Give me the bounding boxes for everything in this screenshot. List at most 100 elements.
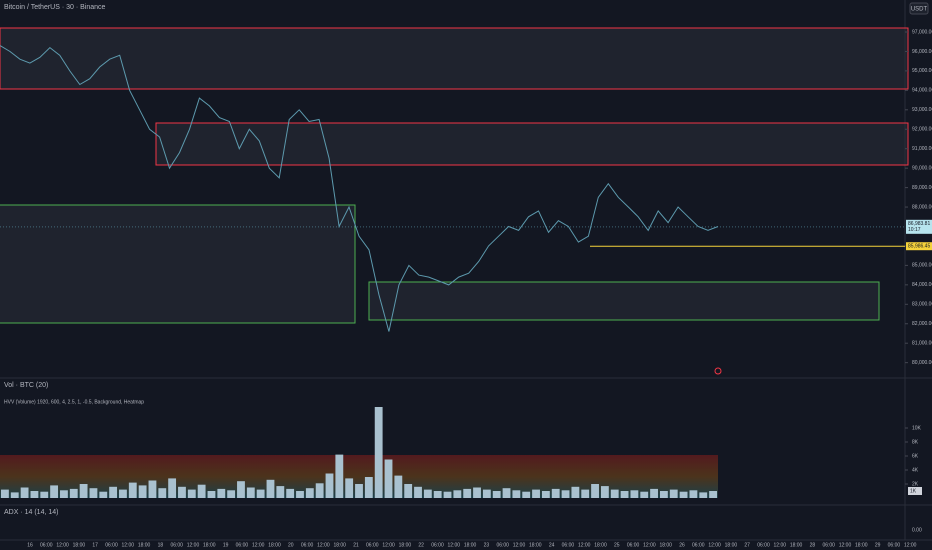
time-label: 22 [418,542,424,548]
time-label: 12:00 [904,542,917,548]
alert-marker[interactable] [714,367,722,375]
volume-bar [541,491,550,498]
volume-last-label: 1K [910,488,917,494]
time-label: 06:00 [301,542,314,548]
time-label: 17 [92,542,98,548]
time-label: 06:00 [431,542,444,548]
volume-bar [20,487,29,498]
volume-last-badge [908,487,922,495]
time-label: 12:00 [122,542,135,548]
time-label: 06:00 [692,542,705,548]
time-label: 20 [288,542,294,548]
volume-bar [40,491,49,498]
indicator-title: ADX · 14 (14, 14) [4,509,58,516]
volume-bar [443,491,452,498]
volume-tick-label: 10K [912,425,922,431]
volume-bar [168,478,177,498]
volume-bar [522,491,531,498]
volume-bar [502,488,511,498]
time-label: 24 [549,542,555,548]
time-label: 06:00 [822,542,835,548]
volume-bar [482,489,491,498]
volume-bar [286,488,295,498]
time-label: 06:00 [105,542,118,548]
time-label: 18:00 [333,542,346,548]
time-label: 12:00 [578,542,591,548]
volume-bar [384,459,393,498]
time-label: 18:00 [268,542,281,548]
time-label: 06:00 [366,542,379,548]
price-tick-label: 83,000.00 [912,302,932,308]
zone-box [0,27,909,90]
volume-bar [50,485,59,498]
volume-bar [128,482,137,498]
time-label: 12:00 [513,542,526,548]
price-tick-label: 92,000.00 [912,127,932,133]
volume-bar [414,486,422,498]
volume-bar [197,484,206,498]
time-label: 18 [158,542,164,548]
price-tick-label: 95,000.00 [912,68,932,74]
volume-bar [620,491,629,498]
volume-bar [79,484,88,498]
volume-bar [689,490,698,498]
time-label: 18:00 [790,542,803,548]
volume-bar [581,489,590,498]
volume-tick-label: 6K [912,453,919,459]
time-label: 06:00 [888,542,901,548]
volume-bar [178,486,186,498]
volume-bar [217,488,226,498]
time-label: 27 [744,542,750,548]
volume-bar [463,488,472,498]
indicator-title: Vol · BTC (20) [4,382,48,389]
volume-bar [492,491,501,498]
indicator-title: HVV (Volume) 1920, 600, 4, 2.5, 1, -0.5,… [4,399,144,405]
volume-bar [335,454,344,498]
time-label: 28 [810,542,816,548]
volume-bar [640,491,649,498]
volume-bar [600,486,609,498]
currency-label: USDT [911,7,928,13]
last-price-time: 10:17 [908,227,921,233]
volume-bar [709,491,717,498]
time-label: 12:00 [708,542,721,548]
volume-bar [650,488,658,498]
volume-tick-label: 2K [912,481,919,487]
price-tick-label: 91,000.00 [912,146,932,152]
volume-bar [433,491,442,498]
volume-bar [276,486,285,498]
time-label: 12:00 [317,542,330,548]
time-label: 18:00 [464,542,477,548]
volume-bar [237,481,245,498]
volume-bar [551,488,560,498]
volume-bar [138,485,147,498]
volume-bar [561,490,570,498]
volume-bar [148,480,157,498]
time-label: 18:00 [725,542,738,548]
time-label: 25 [614,542,620,548]
volume-bar [89,488,98,498]
time-label: 06:00 [757,542,770,548]
currency-button[interactable] [909,2,929,15]
volume-bar [423,489,432,498]
zone-box [155,122,909,166]
volume-bar [374,407,383,498]
volume-bar [256,489,265,498]
volume-bar [296,491,304,498]
volume-bar [345,478,354,498]
volume-bar [305,488,314,498]
time-label: 18:00 [203,542,216,548]
volume-bar [591,484,599,498]
volume-bar [60,490,68,498]
volume-bar [532,489,540,498]
time-label: 06:00 [627,542,640,548]
volume-bar [364,477,373,498]
volume-bar [355,484,363,498]
price-tick-label: 82,000.00 [912,321,932,327]
volume-tick-label: 4K [912,467,919,473]
volume-bar [1,489,9,498]
time-label: 12:00 [252,542,265,548]
time-label: 19 [223,542,229,548]
price-tick-label: 93,000.00 [912,107,932,113]
